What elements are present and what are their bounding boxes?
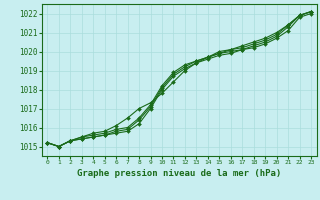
X-axis label: Graphe pression niveau de la mer (hPa): Graphe pression niveau de la mer (hPa) bbox=[77, 169, 281, 178]
